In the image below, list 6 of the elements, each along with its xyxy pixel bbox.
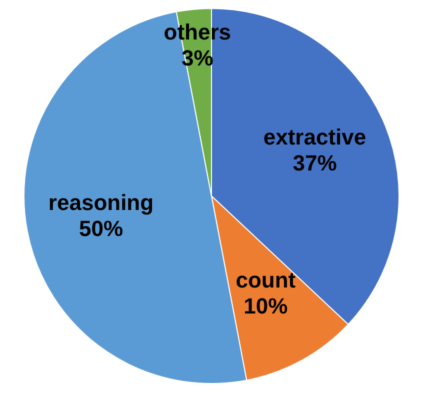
data-label: 50%: [78, 216, 124, 242]
slice-label: extractive: [263, 124, 366, 150]
slice-label: count: [236, 268, 296, 293]
data-label: 10%: [244, 294, 288, 319]
slice-label: reasoning: [48, 190, 154, 216]
data-label: 37%: [292, 150, 337, 176]
